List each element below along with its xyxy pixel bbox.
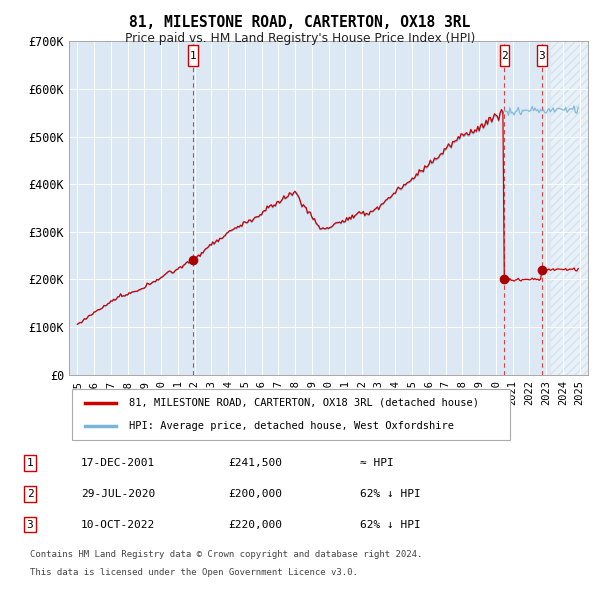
Text: 62% ↓ HPI: 62% ↓ HPI (360, 520, 421, 529)
Text: £220,000: £220,000 (228, 520, 282, 529)
FancyBboxPatch shape (72, 389, 510, 440)
Text: 17-DEC-2001: 17-DEC-2001 (81, 458, 155, 468)
Text: 10-OCT-2022: 10-OCT-2022 (81, 520, 155, 529)
Text: ≈ HPI: ≈ HPI (360, 458, 394, 468)
FancyBboxPatch shape (188, 45, 198, 66)
Bar (551, 41, 588, 375)
Text: 1: 1 (26, 458, 34, 468)
Text: 1: 1 (190, 51, 197, 61)
Text: This data is licensed under the Open Government Licence v3.0.: This data is licensed under the Open Gov… (30, 568, 358, 577)
Text: 2: 2 (501, 51, 508, 61)
Text: HPI: Average price, detached house, West Oxfordshire: HPI: Average price, detached house, West… (129, 421, 454, 431)
FancyBboxPatch shape (537, 45, 547, 66)
Text: 29-JUL-2020: 29-JUL-2020 (81, 489, 155, 499)
Text: 3: 3 (26, 520, 34, 529)
Text: £241,500: £241,500 (228, 458, 282, 468)
Text: £200,000: £200,000 (228, 489, 282, 499)
Text: 2: 2 (26, 489, 34, 499)
Text: Contains HM Land Registry data © Crown copyright and database right 2024.: Contains HM Land Registry data © Crown c… (30, 550, 422, 559)
FancyBboxPatch shape (500, 45, 509, 66)
Text: 81, MILESTONE ROAD, CARTERTON, OX18 3RL (detached house): 81, MILESTONE ROAD, CARTERTON, OX18 3RL … (129, 398, 479, 408)
Text: 3: 3 (539, 51, 545, 61)
Text: 81, MILESTONE ROAD, CARTERTON, OX18 3RL: 81, MILESTONE ROAD, CARTERTON, OX18 3RL (130, 15, 470, 30)
Text: Price paid vs. HM Land Registry's House Price Index (HPI): Price paid vs. HM Land Registry's House … (125, 32, 475, 45)
Text: 62% ↓ HPI: 62% ↓ HPI (360, 489, 421, 499)
